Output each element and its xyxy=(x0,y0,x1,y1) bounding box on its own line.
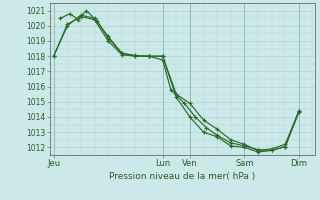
X-axis label: Pression niveau de la mer( hPa ): Pression niveau de la mer( hPa ) xyxy=(109,172,256,181)
